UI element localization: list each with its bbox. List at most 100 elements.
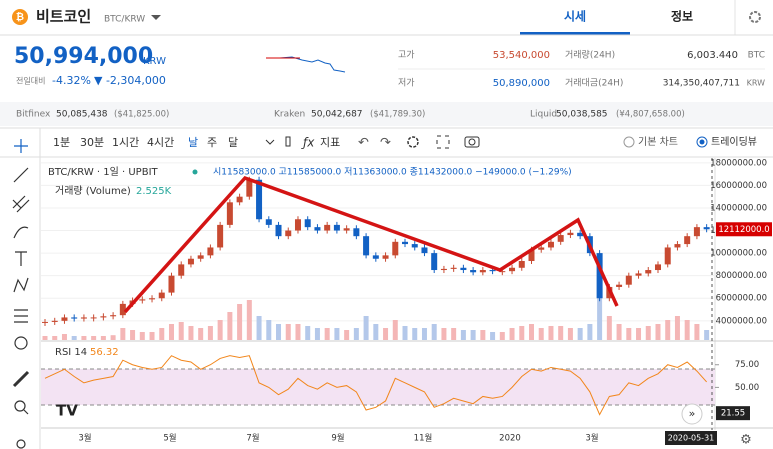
exchange-name: Kraken (274, 110, 305, 120)
volume-bar (246, 300, 252, 340)
crosshair[interactable] (14, 139, 28, 153)
candle (645, 270, 652, 274)
coin-pair: BTC/KRW (104, 15, 145, 25)
scroll-right[interactable] (681, 403, 703, 425)
chart-mode[interactable]: 트레이딩뷰 (711, 136, 757, 148)
candle (61, 317, 68, 321)
emoji-tool[interactable] (14, 336, 28, 350)
fib-tool[interactable] (12, 195, 30, 213)
candle (333, 224, 340, 231)
volume-bar (490, 332, 496, 340)
candle (567, 232, 574, 236)
radio[interactable] (623, 136, 635, 148)
volume-bar (256, 316, 262, 340)
volume-bar (42, 336, 48, 340)
interval[interactable]: 30분 (80, 136, 104, 149)
coin-name: 비트코인 (36, 8, 91, 26)
price: 50,994,000 (14, 44, 153, 69)
volume-bar (130, 330, 136, 340)
dropdown[interactable] (151, 15, 161, 20)
exchange-price: 50,038,585 (556, 110, 608, 120)
low-label: 저가 (398, 78, 415, 89)
candle (343, 228, 350, 231)
volume-bar (100, 336, 106, 340)
volume-bar (499, 332, 505, 340)
interval[interactable]: 달 (228, 136, 238, 149)
tv-logo: TV (56, 402, 78, 420)
exchange-price: 50,042,687 (311, 110, 363, 120)
rsi-legend: RSI 14 (55, 347, 87, 358)
low: 50,890,000 (493, 78, 550, 89)
chart-symbol: BTC/KRW · 1일 · UPBIT (48, 166, 159, 178)
ohlc: 시11583000.0 고11585000.0 저11363000.0 종114… (213, 167, 572, 178)
pattern-tool[interactable] (13, 277, 29, 293)
candle (217, 224, 224, 248)
volume-bar (305, 326, 311, 340)
candle (90, 317, 97, 319)
interval[interactable]: 주 (207, 136, 217, 149)
forecast-tool[interactable] (14, 309, 28, 323)
snapshot[interactable] (464, 136, 480, 148)
interval[interactable]: 1분 (53, 136, 70, 149)
candle (577, 232, 584, 237)
volume-bar (207, 326, 213, 340)
volume-bar (470, 330, 476, 340)
tab[interactable]: 시세 (564, 9, 586, 24)
rsi-line (44, 355, 708, 416)
candle-icon[interactable] (285, 136, 291, 147)
candle (616, 284, 623, 287)
indicator[interactable]: 지표 (320, 136, 340, 149)
candle (674, 244, 681, 248)
axis-settings[interactable]: ⚙ (740, 433, 752, 448)
fullscreen[interactable] (436, 135, 450, 149)
exchange-price: 50,085,438 (56, 110, 108, 120)
interval-dropdown[interactable] (265, 139, 275, 145)
radio[interactable] (696, 136, 708, 148)
volume-bar (606, 316, 612, 340)
rsi-last-box (716, 406, 750, 421)
last-price-box (716, 222, 772, 237)
volume-bar (655, 324, 661, 340)
volume-unit: BTC (748, 51, 765, 61)
volume-bar (334, 328, 340, 340)
ruler-tool[interactable] (12, 370, 30, 388)
volume-bar (412, 328, 418, 340)
magnet-tool[interactable] (16, 439, 26, 449)
candle (470, 270, 477, 273)
volume-bar (383, 328, 389, 340)
volume-bar (81, 336, 87, 340)
settings[interactable] (749, 11, 761, 23)
volume-bar (198, 328, 204, 340)
value-unit: KRW (747, 79, 765, 88)
volume-bar (120, 328, 126, 340)
interval[interactable]: 1시간 (112, 136, 139, 149)
exchange-usd: ($41,789.30) (370, 110, 425, 120)
candle (353, 228, 360, 237)
fx-icon[interactable]: ƒx (301, 136, 315, 150)
candle (411, 244, 418, 248)
interval[interactable]: 4시간 (147, 136, 174, 149)
redo[interactable]: ↷ (380, 136, 392, 151)
volume-bar (645, 326, 651, 340)
candle (625, 275, 632, 285)
zoom-handle (23, 409, 29, 415)
interval[interactable]: 날 (188, 136, 198, 149)
text-tool[interactable] (15, 251, 27, 266)
volume-bar (353, 328, 359, 340)
candle (703, 227, 710, 230)
candle (479, 270, 486, 273)
volume-bar (52, 336, 58, 340)
x-tick-label: 11월 (414, 433, 433, 444)
brush-tool[interactable] (13, 226, 29, 239)
tab[interactable]: 정보 (671, 9, 693, 24)
volume-bar (636, 328, 642, 340)
chart-settings[interactable] (407, 136, 419, 148)
zoom-tool[interactable] (14, 400, 26, 412)
candle (197, 255, 204, 259)
trend-tool[interactable] (13, 167, 29, 183)
undo[interactable]: ↶ (358, 136, 369, 151)
volume-bar (577, 328, 583, 340)
chart-mode[interactable]: 기본 차트 (638, 136, 678, 148)
candle (110, 315, 117, 317)
volume-bar (460, 330, 466, 340)
